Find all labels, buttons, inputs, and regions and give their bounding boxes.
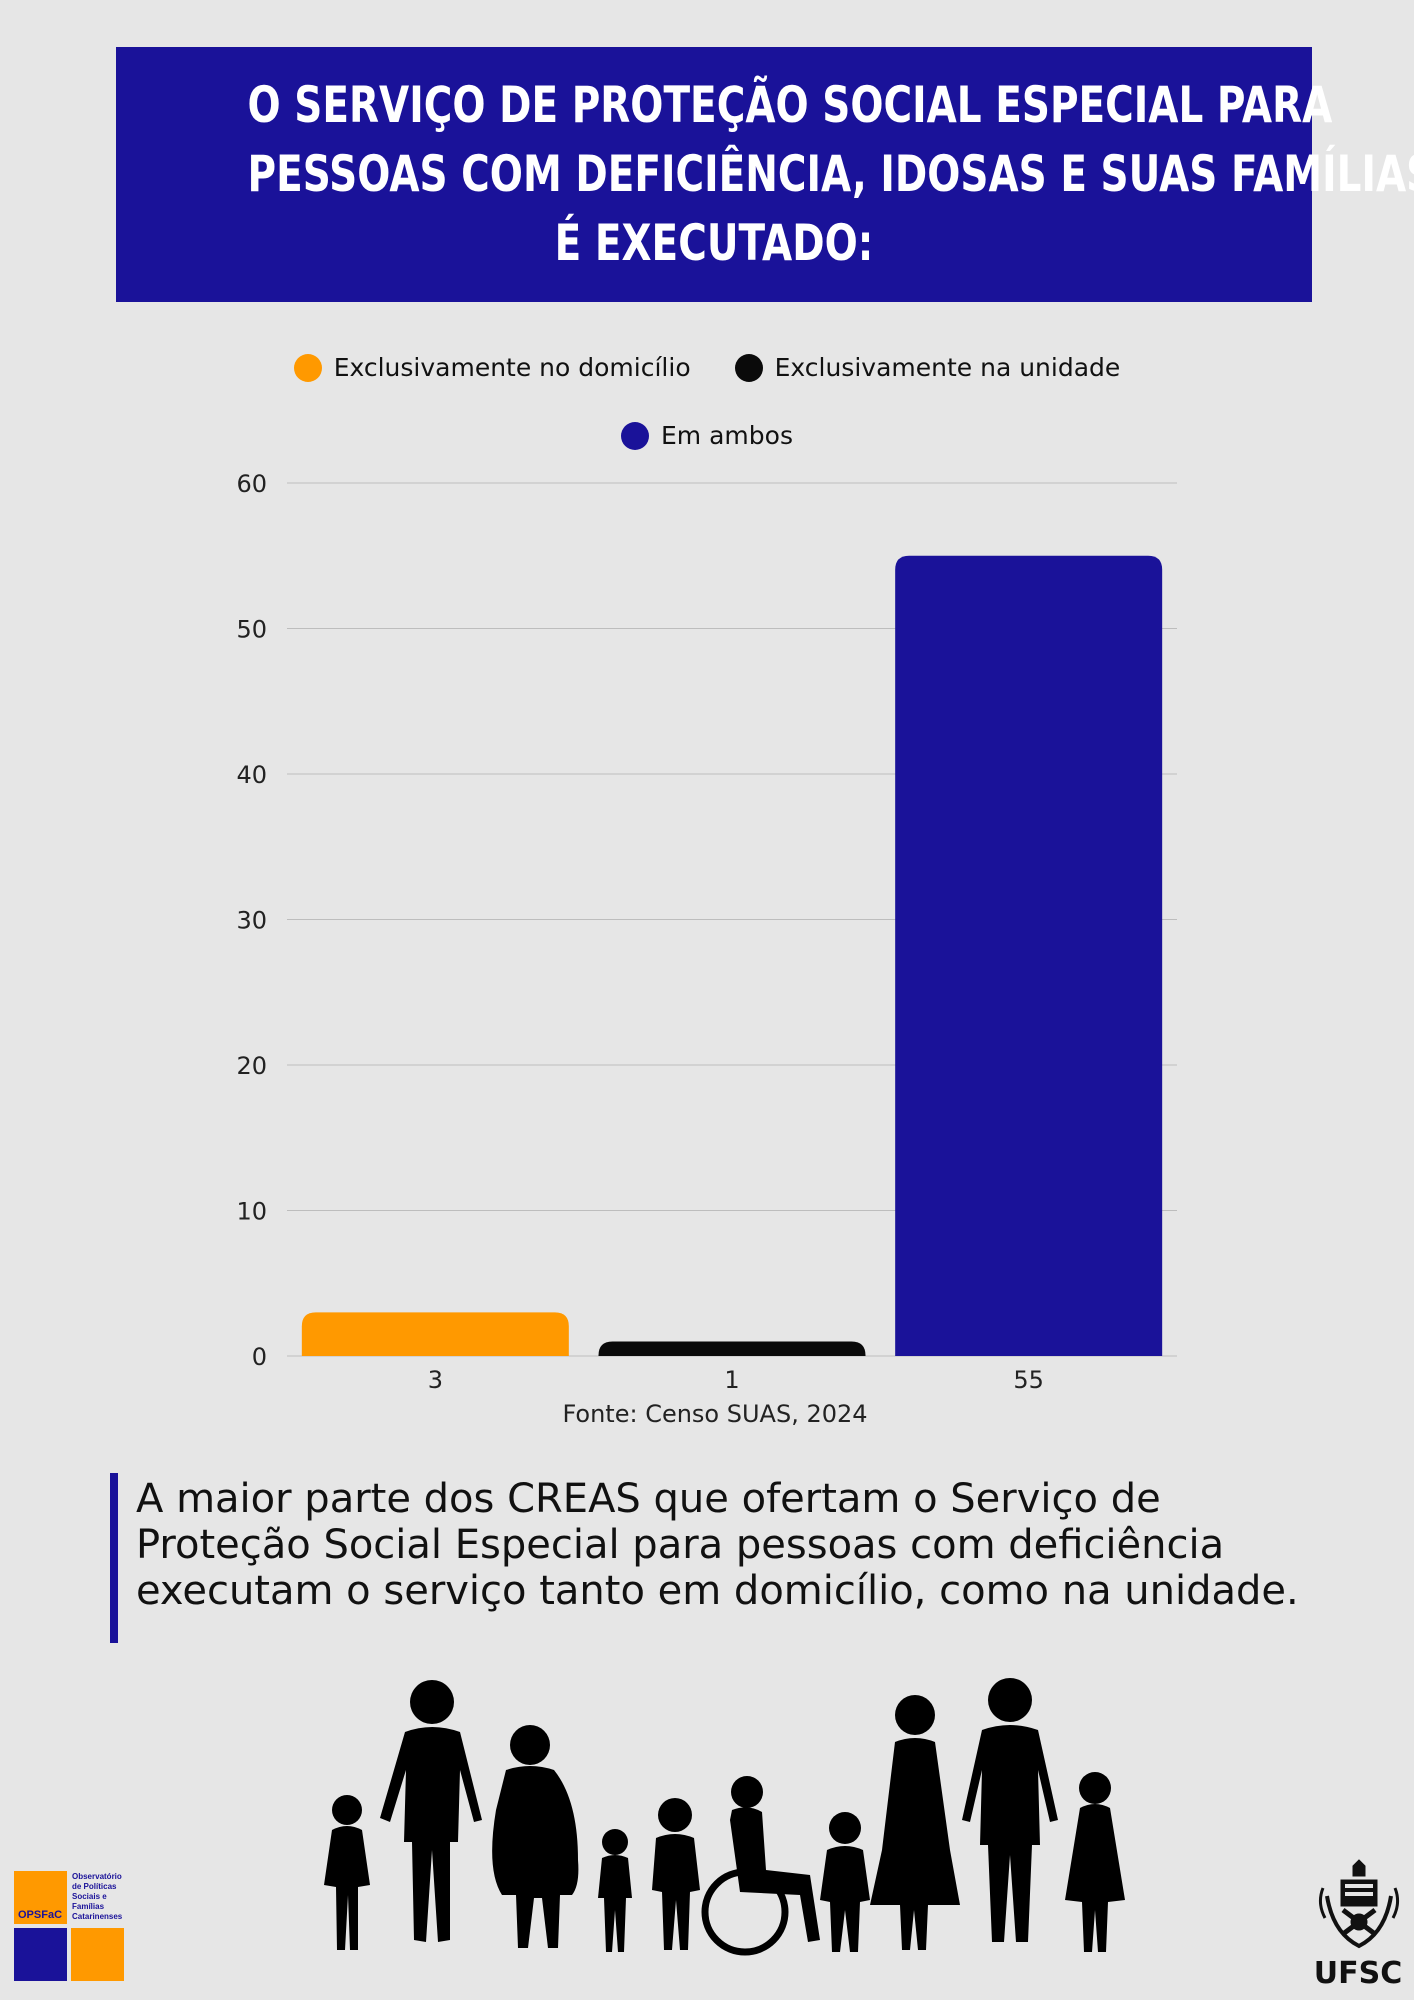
bar-chart: 0 10 20 30 40 50 60 3 1 55 <box>236 470 1177 1394</box>
legend-swatch-orange <box>293 353 322 382</box>
bar-3 <box>301 1312 569 1356</box>
x-tick-label: 1 <box>724 1366 739 1394</box>
y-tick-label: 50 <box>236 616 267 644</box>
note-accent-bar <box>110 1473 118 1643</box>
title-banner: O SERVIÇO DE PROTEÇÃO SOCIAL ESPECIAL PA… <box>116 47 1414 302</box>
title-line-1: O SERVIÇO DE PROTEÇÃO SOCIAL ESPECIAL PA… <box>247 76 1333 134</box>
legend-item-domicilio: Exclusivamente no domicílio <box>293 353 691 382</box>
y-tick-label: 30 <box>236 907 267 935</box>
legend-swatch-blue <box>621 421 650 450</box>
title-line-3: É EXECUTADO: <box>554 214 874 272</box>
logo-name: OPSFaC <box>18 1909 63 1921</box>
legend-label: Exclusivamente no domicílio <box>333 353 691 382</box>
summary-text: A maior parte dos CREAS que ofertam o Se… <box>136 1476 1299 1614</box>
logo-caption: Observatório de Políticas Sociais e Famí… <box>72 1872 123 1921</box>
legend-label: Em ambos <box>661 421 793 450</box>
bar-55 <box>895 555 1163 1356</box>
family-silhouette-illustration <box>324 1678 1125 1956</box>
source-note: Fonte: Censo SUAS, 2024 <box>562 1400 868 1428</box>
y-tick-label: 60 <box>236 470 267 498</box>
y-tick-label: 40 <box>236 761 267 789</box>
university-name: UFSC <box>1313 1956 1403 1991</box>
legend-swatch-black <box>734 353 763 382</box>
y-tick-label: 10 <box>236 1198 267 1226</box>
legend-row-2: Em ambos <box>0 421 1414 450</box>
y-tick-label: 20 <box>236 1052 267 1080</box>
legend-item-ambos: Em ambos <box>621 421 793 450</box>
opsfac-logo: OPSFaC <box>14 1871 126 1983</box>
legend-row-1: Exclusivamente no domicílio Exclusivamen… <box>0 353 1414 382</box>
ufsc-seal-icon <box>1318 1859 1400 1949</box>
x-tick-label: 55 <box>1013 1366 1044 1394</box>
y-tick-label: 0 <box>252 1343 267 1371</box>
bar-1 <box>598 1341 866 1356</box>
legend-label: Exclusivamente na unidade <box>774 353 1121 382</box>
legend-item-unidade: Exclusivamente na unidade <box>734 353 1121 382</box>
x-tick-label: 3 <box>428 1366 443 1394</box>
